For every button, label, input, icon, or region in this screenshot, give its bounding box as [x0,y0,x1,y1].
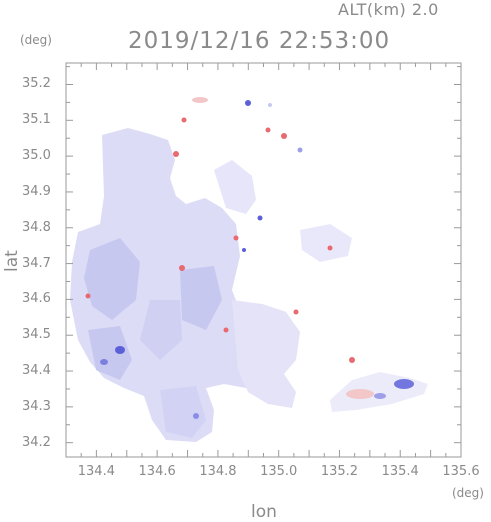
echo-cell-6 [327,245,333,251]
y-tick-label: 34.5 [22,327,51,343]
y-tick-label: 35.1 [22,112,51,128]
x-tick-label: 134.4 [77,464,115,479]
observation-datetime: 2019/12/16 22:53:00 [128,28,391,54]
echo-spot-pink-1 [346,389,374,399]
x-unit-label: (deg) [452,486,484,500]
echo-core-deep-4 [374,393,386,399]
x-tick-label: 134.8 [199,464,237,479]
echo-spot-red-5 [349,357,355,363]
echo-spot-red-2 [173,151,179,157]
echo-spot-red-7 [223,327,229,333]
y-tick-label: 34.8 [22,219,51,235]
echo-patch-e [160,386,206,438]
x-tick-label: 135.0 [260,464,298,479]
echo-cell-9 [242,248,246,252]
echo-region-northeast-2 [300,224,352,262]
echo-cell-8 [257,215,263,221]
echo-region-central-east [232,300,300,408]
y-tick-label: 34.4 [22,363,51,379]
echo-spot-red-4 [233,235,239,241]
echo-patch-a [84,238,140,320]
y-tick-label: 34.3 [22,398,51,414]
echo-spot-red-1 [179,265,185,271]
echo-patch-b [180,266,222,330]
echo-region-northeast [214,160,256,214]
x-tick-label: 135.6 [442,464,480,479]
echo-cell-1 [245,100,251,106]
x-tick-label: 135.4 [381,464,419,479]
echo-cell-7 [293,309,299,315]
echo-patch-c [140,300,182,360]
tick-marks [65,63,462,457]
x-tick-label: 134.6 [138,464,176,479]
y-tick-label: 34.6 [22,291,51,307]
echo-core-deep-2 [100,359,108,365]
echo-cell-4 [297,147,303,153]
echo-core-deep-5 [193,413,199,419]
echo-spot-red-6 [181,117,187,123]
echo-patch-d [88,326,132,380]
echo-spot-red-3 [85,293,91,299]
altitude-label: ALT(km) 2.0 [338,0,439,19]
x-tick-label: 135.2 [320,464,359,479]
y-tick-label: 34.7 [22,255,51,271]
y-tick-label: 35.2 [22,76,51,92]
echo-core-deep-1 [115,346,125,354]
echo-core-deep-3 [394,379,414,389]
y-tick-label: 34.2 [22,434,51,450]
echo-cell-5 [268,103,272,107]
echo-cell-3 [281,133,287,139]
echo-field [70,97,428,442]
y-axis-label: lat [2,250,22,272]
y-unit-label: (deg) [20,33,52,47]
y-tick-label: 34.9 [22,183,51,199]
echo-region-southeast [330,372,428,412]
x-axis-label: lon [251,502,277,522]
echo-spot-pink-2 [192,97,208,103]
echo-cell-2 [265,127,271,133]
y-tick-label: 35.0 [22,148,51,164]
